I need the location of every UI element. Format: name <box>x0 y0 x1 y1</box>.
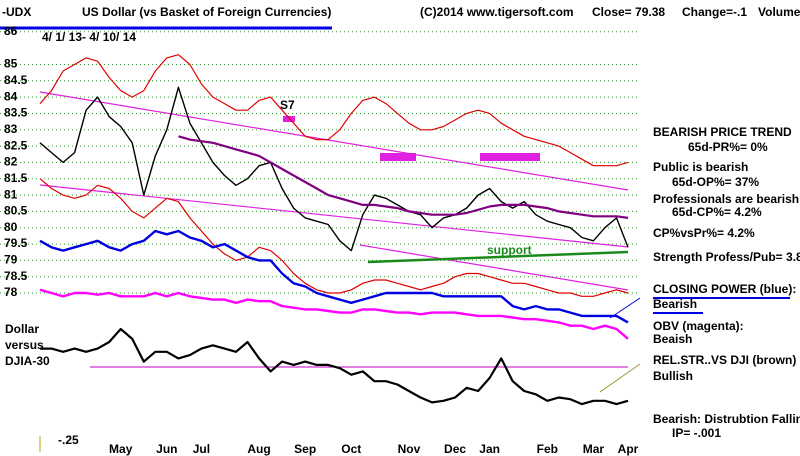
x-tick-label: Jul <box>193 442 210 456</box>
panel-label: versus <box>5 338 44 352</box>
y-tick-label: 78.5 <box>4 269 28 283</box>
x-tick-label: Apr <box>618 442 639 456</box>
x-tick-label: Sep <box>294 442 316 456</box>
y-tick-label: 79.5 <box>4 236 28 250</box>
y-tick-label: 80.5 <box>4 204 28 218</box>
x-tick-label: Oct <box>341 442 361 456</box>
lower-axis-label: -.25 <box>58 433 79 447</box>
pointer <box>609 297 641 319</box>
series-name: OBV (magenta): <box>653 319 744 333</box>
panel-label: DJIA-30 <box>5 354 50 368</box>
y-tick-label: 82 <box>4 155 18 169</box>
trend-line <box>39 184 629 248</box>
note: CP%vsPr%= 4.2% <box>653 226 755 240</box>
note: 65d-OP%= 37% <box>672 175 759 189</box>
x-tick-label: Feb <box>537 442 558 456</box>
series-line <box>39 178 629 297</box>
y-tick-label: 82.5 <box>4 138 28 152</box>
y-tick-label: 86 <box>4 24 18 38</box>
trend-line <box>359 244 629 291</box>
support-label: support <box>487 243 532 257</box>
y-tick-label: 78 <box>4 285 18 299</box>
signal-label: S7 <box>280 98 295 112</box>
series-line <box>39 86 629 252</box>
note: 65d-CP%= 4.2% <box>672 205 762 219</box>
note: 65d-PR%= 0% <box>688 140 768 154</box>
symbol: -UDX <box>2 5 31 19</box>
series-line <box>178 135 629 219</box>
y-tick-label: 84 <box>4 89 18 103</box>
y-tick-label: 79 <box>4 253 18 267</box>
x-tick-label: Aug <box>247 442 270 456</box>
date-range: 4/ 1/ 13- 4/ 10/ 14 <box>42 30 136 44</box>
note: Strength Profess/Pub= 3.8 <box>653 250 800 264</box>
y-tick-label: 80 <box>4 220 18 234</box>
series-line <box>39 54 629 167</box>
series-line <box>39 229 629 324</box>
volume: Volume= <box>758 5 800 19</box>
support-line <box>367 250 629 264</box>
panel-label: Dollar <box>5 322 39 336</box>
copyright: (C)2014 www.tigersoft.com <box>420 5 574 19</box>
note: Beaish <box>653 332 692 346</box>
series-line <box>40 327 629 406</box>
trend-line <box>39 91 629 191</box>
note: Bearish <box>653 297 697 311</box>
y-tick-label: 83 <box>4 122 18 136</box>
note: IP= -.001 <box>672 426 721 440</box>
y-tick-label: 85 <box>4 57 18 71</box>
x-tick-label: Nov <box>398 442 421 456</box>
x-tick-label: Mar <box>583 442 605 456</box>
series-name: CLOSING POWER (blue): <box>653 282 796 296</box>
y-tick-label: 84.5 <box>4 73 28 87</box>
y-tick-label: 83.5 <box>4 106 28 120</box>
x-tick-label: Dec <box>444 442 466 456</box>
change: Change=-.1 <box>682 5 747 19</box>
note: Bearish: Distrubtion Falling <box>653 412 800 426</box>
x-tick-label: May <box>109 442 133 456</box>
x-tick-label: Jan <box>479 442 500 456</box>
x-tick-label: Jun <box>156 442 177 456</box>
note: Bullish <box>653 369 693 383</box>
signal-arrows <box>283 116 540 161</box>
series-name: REL.STR..VS DJI (brown) <box>653 353 796 367</box>
note: Public is bearish <box>653 160 748 174</box>
chart-title: US Dollar (vs Basket of Foreign Currenci… <box>82 5 331 19</box>
pointer <box>599 363 641 393</box>
series-line <box>39 288 629 340</box>
close: Close= 79.38 <box>592 5 665 19</box>
y-tick-label: 81 <box>4 187 18 201</box>
y-tick-label: 81.5 <box>4 171 28 185</box>
note: BEARISH PRICE TREND <box>653 125 792 139</box>
note: Professionals are bearish <box>653 192 799 206</box>
